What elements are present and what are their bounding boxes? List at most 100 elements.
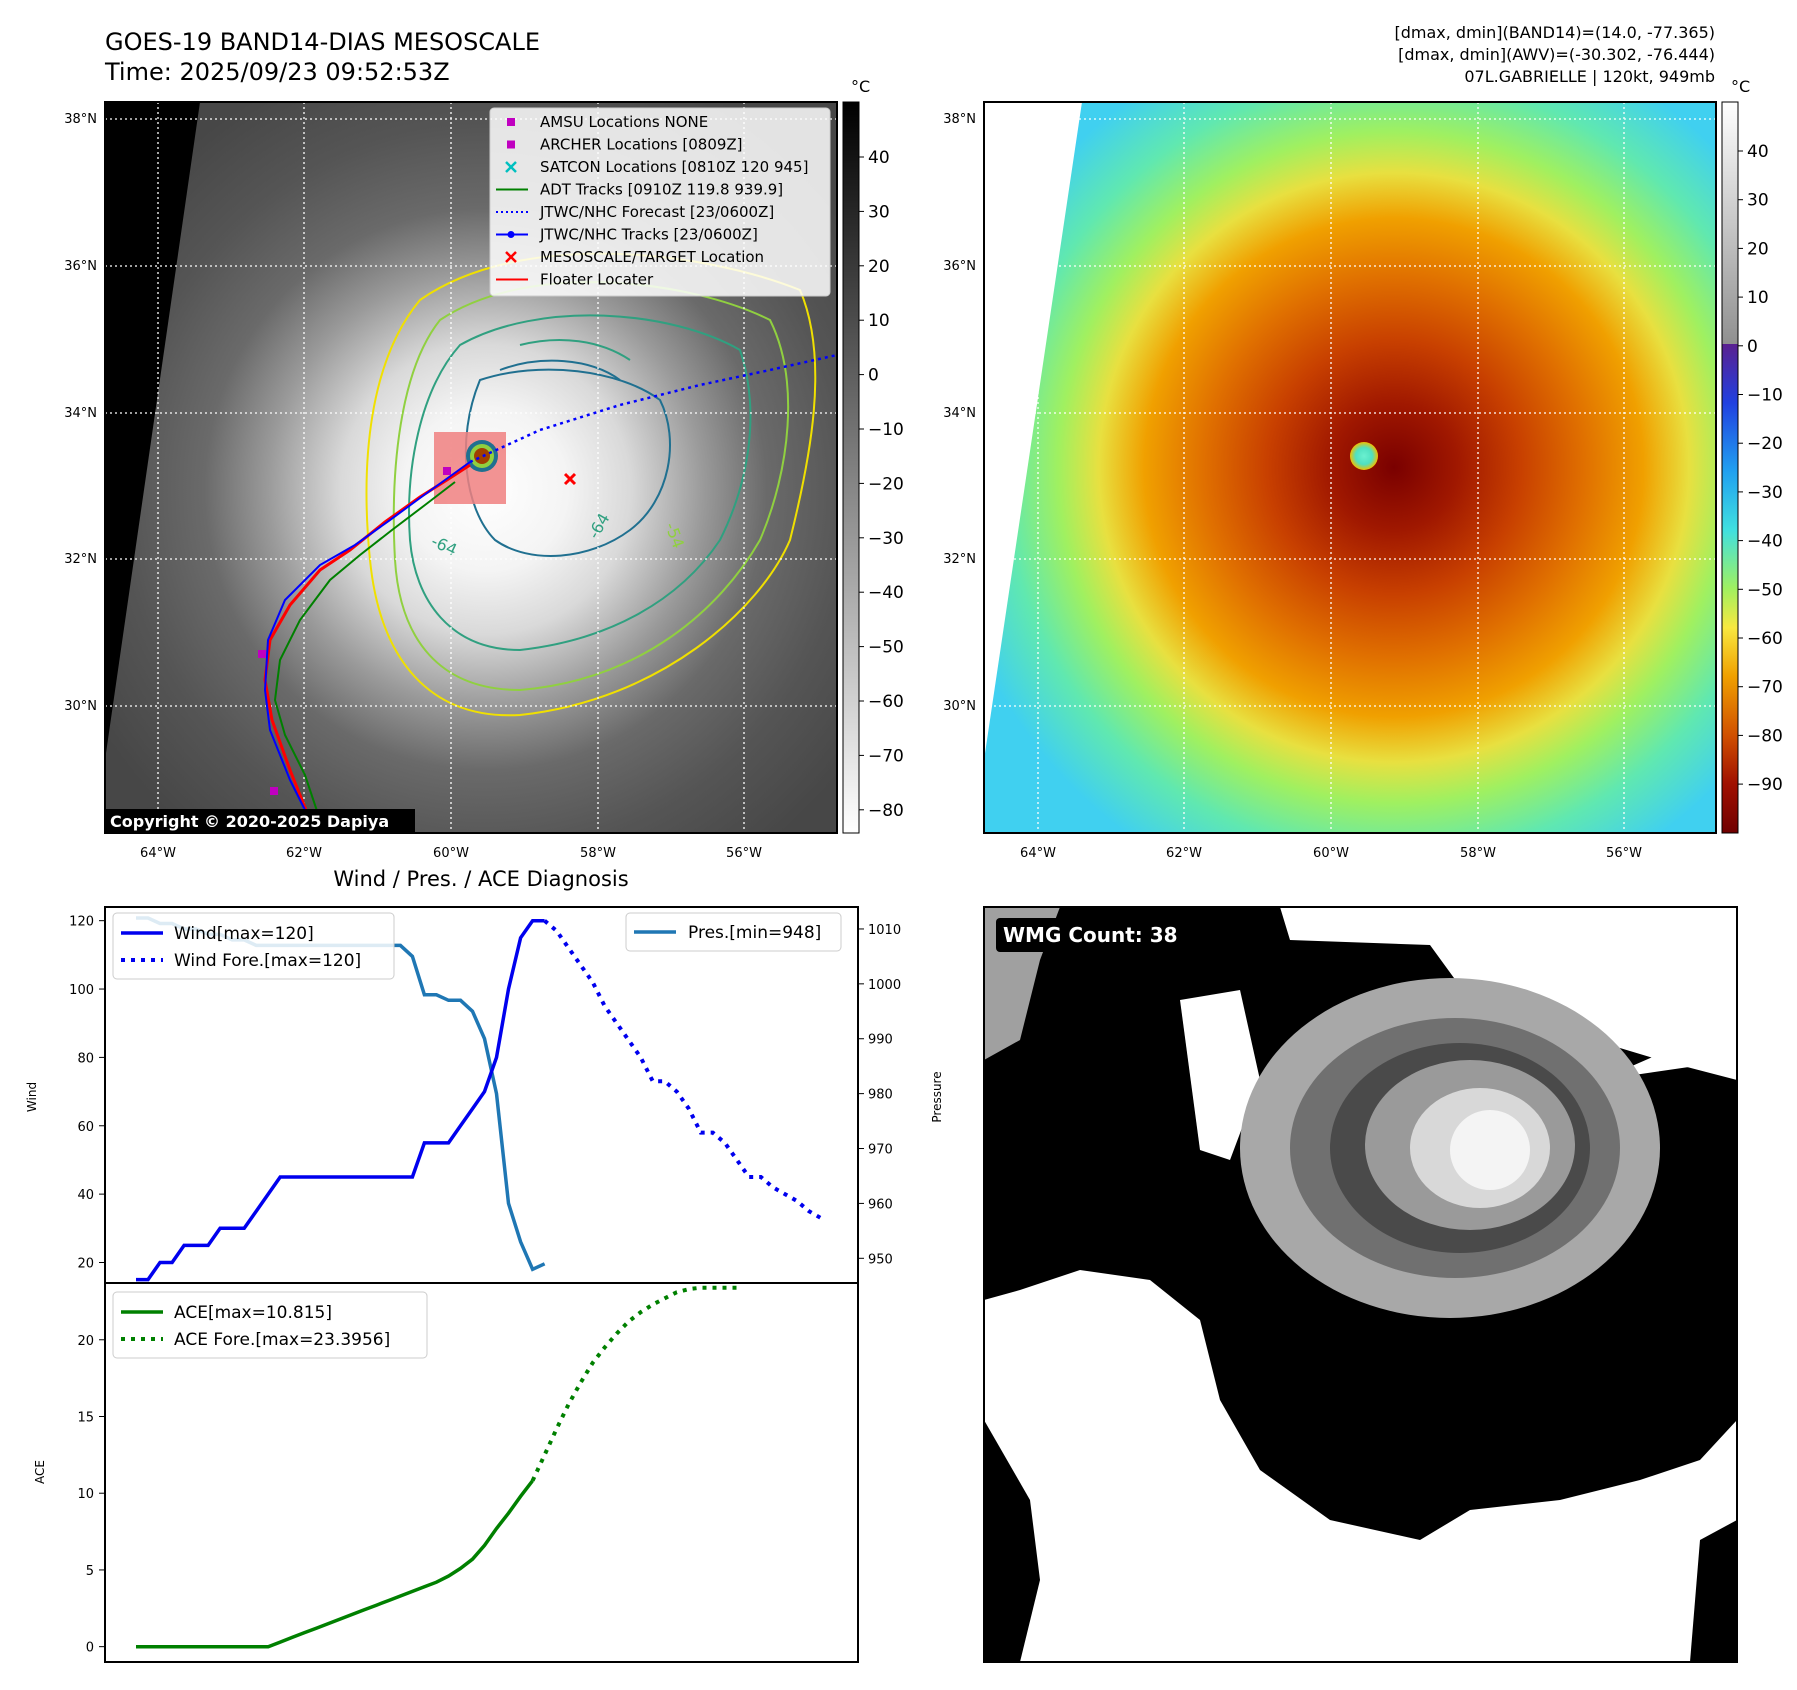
axis-tick-label: 15 [77,1410,94,1425]
legend-wind: Wind[max=120] [174,924,314,944]
colorbar-tick-label: −30 [868,529,904,549]
colorbar-tick-label: 0 [1747,337,1758,357]
legend-item: MESOSCALE/TARGET Location [505,248,764,266]
colorbar-tick-label: −40 [1747,532,1783,552]
info-band14: [dmax, dmin](BAND14)=(14.0, -77.365) [1395,23,1716,42]
colorbar-tick-label: 20 [868,257,890,277]
colorbar-tick-label: 40 [868,148,890,168]
colorbar-left-ticks: 40 30 20 10 0 −10 −20 −30 −40 −50 −60 −70 −80 [859,148,904,821]
colorbar-tick-label: −60 [868,692,904,712]
axis-tick-label: 60 [77,1120,94,1135]
colorbar-tick-label: 30 [868,202,890,222]
legend-marker-dot [507,231,515,238]
axis-tick-label: 80 [77,1051,94,1066]
archer-marker-3 [270,787,278,795]
lat-tick: 38°N [64,112,97,127]
legend-marker-x [505,251,517,263]
legend-item: SATCON Locations [0810Z 120 945] [505,158,808,176]
axis-tick-label: 980 [868,1088,893,1103]
colorbar-tick-label: 0 [868,366,879,386]
lat-tick: 32°N [943,552,976,567]
figure-title: GOES-19 BAND14-DIAS MESOSCALE [105,28,540,56]
wind-legend: Wind[max=120] Wind Fore.[max=120] [112,912,395,980]
diagnosis-panel: Wind / Pres. / ACE Diagnosis Wind Pressu… [25,867,944,1663]
colorbar-tick-label: −20 [868,474,904,494]
copyright-box [105,809,415,833]
pressure-legend: Pres.[min=948] [625,912,842,952]
colorbar-right-bottom [1722,344,1738,833]
wind-ylabel: Wind [25,1082,39,1112]
colorbar-tick-label: 10 [1747,288,1769,308]
axis-tick-label: 10 [77,1487,94,1502]
ir-lon-ticks: 64°W 62°W 60°W 58°W 56°W [140,846,762,861]
axis-tick-label: 5 [86,1564,94,1579]
colorbar-tick-label: 10 [868,311,890,331]
colorbar-left [842,101,860,834]
no-data-region-wv [984,102,1082,760]
archer-marker [443,467,451,475]
colorbar-tick-label: −70 [1747,678,1783,698]
axis-tick-label: 100 [69,983,94,998]
axis-tick-label: 1000 [868,978,901,993]
legend-label: ADT Tracks [0910Z 119.8 939.9] [540,181,783,199]
lon-tick: 64°W [140,846,176,861]
lon-tick: 60°W [1313,846,1349,861]
ace-line [136,1479,534,1649]
legend-marker-x [505,161,517,173]
wmg-panel: WMG Count: 38 [983,906,1738,1663]
jtwc-forecast [469,353,837,464]
axis-tick-label: 970 [868,1143,893,1158]
legend-item: JTWC/NHC Tracks [23/0600Z] [496,226,758,244]
lon-tick: 62°W [286,846,322,861]
colorbar-tick-label: −20 [1747,434,1783,454]
adt-track [273,481,456,821]
lat-tick: 34°N [943,406,976,421]
axis-tick-label: 20 [77,1334,94,1349]
lon-tick: 58°W [1460,846,1496,861]
lon-tick: 64°W [1020,846,1056,861]
colorbar-tick-label: 20 [1747,239,1769,259]
lon-tick: 60°W [433,846,469,861]
figure-time: Time: 2025/09/23 09:52:53Z [104,58,450,86]
ace-forecast-line [530,1285,737,1482]
legend-ace: ACE[max=10.815] [174,1303,332,1323]
legend-wind-forecast: Wind Fore.[max=120] [174,951,361,971]
ace-ticks: 20 15 10 5 0 [77,1334,105,1656]
colorbar-tick-label: −90 [1747,775,1783,795]
colorbar-tick-label: −40 [868,583,904,603]
colorbar-tick-label: −50 [868,638,904,658]
lat-tick: 36°N [64,259,97,274]
lon-tick: 62°W [1166,846,1202,861]
legend-marker-square [507,118,515,126]
lat-tick: 30°N [943,699,976,714]
ir-map-panel: -64 -64 -54 [64,77,904,861]
info-storm: 07L.GABRIELLE | 120kt, 949mb [1464,67,1715,86]
legend-label: MESOSCALE/TARGET Location [540,248,764,266]
axis-tick-label: 960 [868,1197,893,1212]
wind-forecast-line [543,919,822,1220]
wv-lon-ticks: 64°W 62°W 60°W 58°W 56°W [1020,846,1642,861]
colorbar-tick-label: −10 [868,420,904,440]
lat-tick: 38°N [943,112,976,127]
colorbar-tick-label: −10 [1747,386,1783,406]
axis-tick-label: 950 [868,1252,893,1267]
lat-tick: 34°N [64,406,97,421]
wind-line [136,918,545,1282]
lat-tick: 36°N [943,259,976,274]
axis-tick-label: 0 [86,1641,94,1656]
wv-gridlines [984,102,1716,833]
legend-item: Floater Locater [496,271,654,289]
legend-label: AMSU Locations NONE [540,113,708,131]
wv-map-panel: 38°N 36°N 34°N 32°N 30°N 64°W 62°W 60°W … [943,77,1783,861]
colorbar-right-top [1722,102,1738,344]
wv-eye [1350,442,1378,470]
colorbar-left-unit: °C [851,77,870,96]
pressure-ticks: 1010 1000 990 980 970 960 950 [858,923,901,1267]
legend-pressure: Pres.[min=948] [688,923,821,943]
lon-tick: 56°W [726,846,762,861]
map-legend: AMSU Locations NONE ARCHER Locations [080… [489,107,831,297]
wind-ticks: 120 100 80 60 40 20 [69,915,105,1271]
ace-ylabel: ACE [33,1460,47,1484]
copyright: Copyright © 2020-2025 Dapiya [110,812,389,831]
lon-tick: 58°W [580,846,616,861]
